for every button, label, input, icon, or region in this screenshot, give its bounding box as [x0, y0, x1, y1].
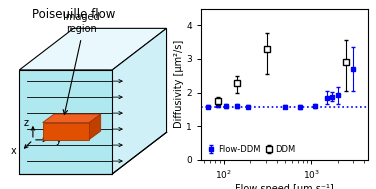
Text: z: z [24, 118, 29, 128]
Polygon shape [20, 70, 112, 174]
Polygon shape [42, 114, 101, 122]
Legend: Flow-DDM, DDM: Flow-DDM, DDM [205, 143, 297, 156]
Y-axis label: Diffusivity [μm²/s]: Diffusivity [μm²/s] [174, 40, 183, 128]
Text: Imaged
region: Imaged region [63, 12, 100, 34]
Polygon shape [112, 28, 167, 174]
Text: Poiseuille flow: Poiseuille flow [32, 8, 115, 21]
Text: x: x [11, 146, 17, 156]
Text: y: y [55, 135, 61, 145]
Polygon shape [42, 122, 89, 139]
Polygon shape [20, 28, 167, 70]
Polygon shape [89, 114, 101, 139]
X-axis label: Flow speed [μm s⁻¹]: Flow speed [μm s⁻¹] [235, 184, 334, 189]
